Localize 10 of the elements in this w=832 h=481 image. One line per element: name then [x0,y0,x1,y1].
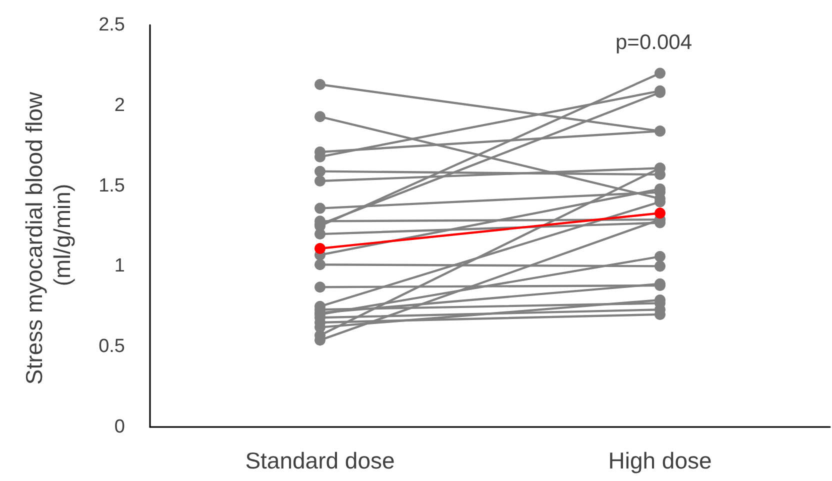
y-tick-label: 0 [114,416,125,438]
y-tick-label: 2 [114,94,125,116]
y-tick-label: 1.5 [98,175,125,196]
x-tick-label: High dose [608,448,712,474]
y-tick-label: 2.5 [98,14,125,36]
annotation: p=0.004 [616,31,692,54]
x-tick-label: Standard dose [245,448,395,474]
y-tick-label: 0.5 [98,336,125,358]
y-tick-label: 1 [114,256,125,277]
y-axis-title: Stress myocardial blood flow (ml/g/min) [21,85,75,385]
